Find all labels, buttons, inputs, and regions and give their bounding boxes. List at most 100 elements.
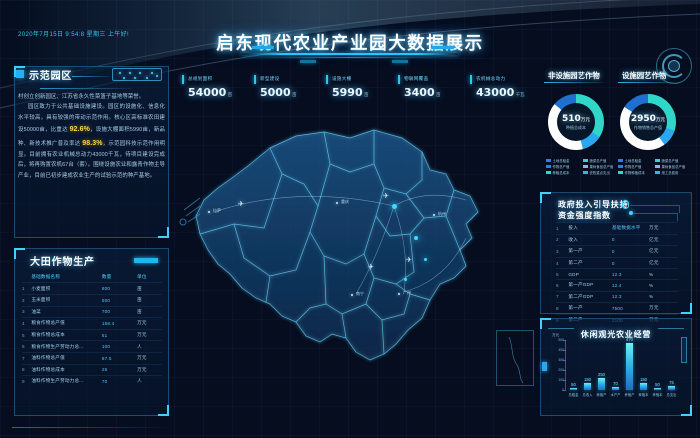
cell-value: 12.3 — [611, 268, 650, 280]
plane-icon: ✈ — [383, 193, 389, 200]
chart-y-unit: 万元 — [552, 333, 560, 337]
bar[interactable]: 150 种植本 — [639, 377, 649, 398]
table-row[interactable]: 8 油料作物总成本 25 万元 — [22, 363, 162, 376]
legend-item[interactable]: 作物总产值 — [546, 164, 581, 169]
table-row[interactable]: 9 油料作物生产劳动力总... 70 人 — [22, 375, 162, 387]
legend-item[interactable]: 农牧重点支出 — [583, 170, 618, 175]
table-row[interactable]: 1 投入 基础数据水平 万元 — [556, 222, 678, 235]
field-crop-accent — [134, 258, 158, 263]
legend-item[interactable]: 土地总租金 — [546, 158, 581, 163]
demo-text-b: ，设施大棚面积5990亩，新品种、新技术推广普及率达 — [18, 127, 165, 147]
table-row[interactable]: 7 第二产GDP 12.3% — [556, 290, 678, 303]
bar[interactable]: 70 水产产 — [611, 381, 621, 398]
legend-item[interactable]: 种植总成本 — [546, 170, 581, 175]
donut-center-1: 510万元 种植总成本 — [557, 103, 595, 141]
donut-caption-1: 种植总成本 — [566, 124, 586, 130]
donut-title-2: 设施园艺作物 — [622, 71, 667, 80]
cell-name: 第一产 — [568, 302, 612, 315]
table-row[interactable]: 8 第一产 7500 万元 — [556, 302, 678, 315]
stat-value: 5990 亩 — [332, 86, 369, 99]
table-row[interactable]: 5 粮食作物总成本 51 万元 — [22, 328, 162, 341]
bar-category-label: 种植产 — [596, 393, 607, 397]
donut-legend-2: 土地总租金 蔬菜总产值 作物总产值 果树食品总产值 作物种植成本 用工总费用 — [618, 158, 692, 175]
header-chip-right — [432, 46, 454, 49]
cell-value: 7500 — [611, 302, 650, 315]
gov-trace-line-1 — [630, 205, 680, 213]
stat-card: 总规划面积 54000 亩 — [182, 75, 252, 99]
stat-value: 3400 亩 — [404, 86, 441, 99]
stat-unit: 亩 — [364, 93, 369, 98]
bar-value-label: 75 — [669, 380, 674, 386]
bar-value-label: 70 — [613, 380, 618, 386]
donut-title-rule-1 — [544, 82, 610, 83]
south-sea-inset-svg — [508, 336, 524, 384]
stat-card: 农机械总动力 43000 千瓦 — [470, 75, 540, 99]
demo-text-c: ，示范园科技示范作用明显。目前拥有农业机械总动力43000千瓦，待项目建设完成后… — [18, 140, 165, 179]
field-crop-table[interactable]: 基础数据名称 数量 单位 1 小麦面积 800 亩 2 玉米面积 500 亩 3 油菜 700 亩… — [22, 272, 162, 387]
legend-item[interactable]: 用工总费用 — [655, 170, 690, 175]
map-city-dot — [336, 202, 338, 204]
bar[interactable]: 250 种植产 — [597, 372, 607, 398]
legend-item[interactable]: 作物总产值 — [618, 164, 653, 169]
stat-unit: 千瓦 — [515, 93, 525, 98]
legend-item[interactable]: 作物种植成本 — [618, 170, 653, 175]
table-row[interactable]: 2 玉米面积 500 亩 — [22, 293, 162, 307]
table-row[interactable]: 4 第二产 0 亿元 — [556, 256, 678, 269]
table-row[interactable]: 4 粮食作物总产值 158.4 万元 — [22, 317, 162, 330]
cell-index: 3 — [22, 305, 32, 318]
stat-unit: 亩 — [227, 93, 233, 98]
cell-unit: 万元 — [649, 302, 678, 315]
demo-park-description: 村创立创新园区、江苏省永久性菜篮子基地等荣誉。 园区致力于公共基础设施建设。园区… — [18, 92, 165, 232]
table-row[interactable]: 3 油菜 700 亩 — [22, 305, 162, 318]
stat-label: 总规划面积 — [188, 76, 213, 81]
bar[interactable]: 75 总支出 — [667, 380, 677, 397]
corner-ring-decoration — [652, 44, 696, 88]
bar[interactable]: 50 总租金 — [569, 382, 579, 398]
datetime-label: 2020年7月15日 9:54:8 星期三 上午好! — [18, 32, 130, 38]
map-hotspot[interactable] — [392, 204, 397, 209]
table-row[interactable]: 7 油料作物总产值 87.5 万元 — [22, 351, 162, 365]
left-arc-svg — [179, 197, 201, 226]
map-hotspot[interactable] — [424, 258, 427, 261]
legend-item[interactable]: 蔬菜总产值 — [583, 158, 618, 163]
cell-index: 6 — [556, 278, 569, 292]
table-row[interactable]: 6 粮食作物生产劳动力总... 100 人 — [22, 340, 162, 353]
cell-name: GDP — [568, 268, 612, 280]
cell-value: 700 — [101, 305, 138, 318]
table-row[interactable]: 5 GDP 12.3% — [556, 268, 678, 280]
table-header-row: 基础数据名称 数量 单位 — [22, 272, 162, 283]
demo-park-panel — [14, 66, 169, 238]
cell-index: 4 — [22, 317, 32, 330]
bar[interactable]: 470 养殖产 — [625, 337, 635, 397]
bar[interactable]: 150 总收入 — [583, 377, 593, 398]
donut-value-unit-1: 万元 — [580, 117, 590, 123]
map-hotspot[interactable] — [414, 236, 418, 240]
cell-value: 500 — [101, 293, 138, 307]
stat-accent-bar — [326, 75, 328, 84]
gov-investment-title: 政府投入引导扶持 资金强度指数 — [558, 199, 668, 221]
th-index — [22, 272, 31, 283]
cell-index: 6 — [22, 340, 32, 353]
legend-item[interactable]: 蔬菜总产值 — [655, 158, 690, 163]
legend-item[interactable]: 果树食品总产值 — [583, 164, 618, 169]
chart-scroll-handle[interactable] — [681, 337, 687, 363]
table-row[interactable]: 6 第一产GDP 12.4% — [556, 278, 678, 292]
cell-value: 0 — [611, 245, 650, 258]
table-row[interactable]: 2 收入 0 亿元 — [556, 233, 678, 246]
table-row[interactable]: 3 第一产 0 亿元 — [556, 245, 678, 258]
donut-chart-2[interactable]: 2950万元 作物销售总产值 — [620, 94, 676, 150]
legend-item[interactable]: 果树食品总产值 — [655, 164, 690, 169]
china-map[interactable]: ✈ ✈ ✈ ✈ 拉萨 重庆 杭州 南宁 广州 — [178, 108, 538, 408]
chart-left-indicator[interactable] — [542, 362, 547, 371]
gov-toggle-icon[interactable] — [622, 200, 629, 209]
bar[interactable]: 50 养殖本 — [653, 382, 663, 398]
gov-investment-table[interactable]: 1 投入 基础数据水平 万元 2 收入 0 亿元 3 第一产 0 亿元 4 第二产 0 亿元 5 GDP 1… — [556, 222, 678, 326]
table-row[interactable]: 1 小麦面积 800 亩 — [22, 282, 162, 295]
stat-accent-bar — [398, 75, 400, 84]
donut-chart-1[interactable]: 510万元 种植总成本 — [548, 94, 604, 150]
map-hotspot[interactable] — [404, 278, 407, 281]
legend-item[interactable]: 土地总租金 — [618, 158, 653, 163]
cell-unit: % — [649, 278, 678, 292]
panel-marker-icon — [16, 70, 24, 78]
cell-index: 5 — [22, 328, 32, 341]
